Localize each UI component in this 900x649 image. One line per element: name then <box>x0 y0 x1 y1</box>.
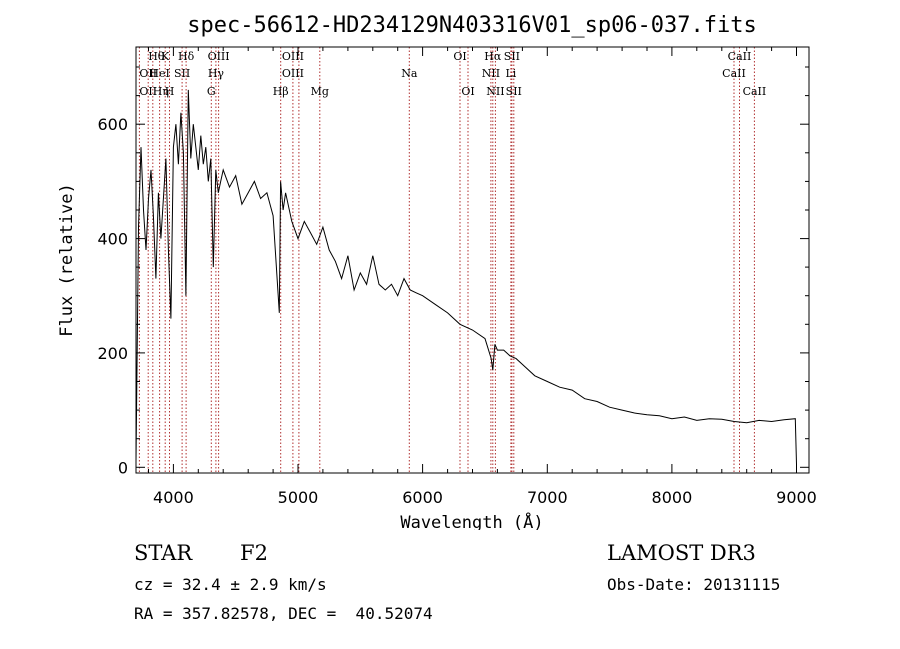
observation-date: Obs-Date: 20131115 <box>607 575 781 594</box>
x-tick-label: 5000 <box>278 488 319 507</box>
y-tick-label: 400 <box>97 230 128 249</box>
y-tick-label: 200 <box>97 344 128 363</box>
line-marker-label: Hδ <box>178 50 195 63</box>
x-axis-ticks: 4000 5000 6000 7000 8000 9000 <box>148 47 817 507</box>
sky-coordinates: RA = 357.82578, DEC = 40.52074 <box>134 604 433 623</box>
y-axis-ticks: 0 200 400 600 <box>97 66 809 477</box>
x-tick-label: 8000 <box>652 488 693 507</box>
spectrum-chart: spec-56612-HD234129N403316V01_sp06-037.f… <box>57 13 817 530</box>
line-marker-label: OI <box>453 50 466 63</box>
line-marker-label: Mg <box>311 85 329 98</box>
line-marker-label: G <box>207 85 216 98</box>
line-marker-label: CaII <box>728 50 752 63</box>
y-tick-label: 600 <box>97 115 128 134</box>
line-marker-label: CaII <box>722 67 746 80</box>
survey-name: LAMOST DR3 <box>607 541 756 565</box>
line-marker-label: Li <box>505 67 516 80</box>
object-class: STAR <box>134 541 193 565</box>
emission-line-markers <box>138 47 755 473</box>
spectrum-line <box>135 89 797 465</box>
line-marker-label: SII <box>504 50 520 63</box>
line-marker-label: NII <box>482 67 500 80</box>
x-axis-label: Wavelength (Å) <box>400 511 543 530</box>
line-marker-label: OII <box>139 67 157 80</box>
line-marker-label: Hβ <box>273 85 289 98</box>
line-marker-label: SII <box>506 85 522 98</box>
spectral-subclass: F2 <box>240 541 268 565</box>
line-marker-label: OIII <box>282 67 304 80</box>
line-marker-label: HeI <box>149 67 169 80</box>
line-marker-label: Hθ <box>148 50 165 63</box>
line-marker-label: NII <box>486 85 504 98</box>
line-marker-label: OI <box>461 85 474 98</box>
plot-frame <box>135 46 810 474</box>
line-marker-label: Na <box>401 67 418 80</box>
line-marker-label: H <box>165 85 175 98</box>
y-axis-label: Flux (relative) <box>57 183 77 337</box>
line-marker-label: Hγ <box>208 67 225 80</box>
chart-title: spec-56612-HD234129N403316V01_sp06-037.f… <box>187 13 757 38</box>
line-marker-label: OII <box>139 85 157 98</box>
line-marker-label: OIII <box>282 50 304 63</box>
line-marker-label: Hη <box>153 85 169 98</box>
line-marker-label: K <box>161 50 170 63</box>
line-marker-label: OIII <box>208 50 230 63</box>
line-marker-label: CaII <box>743 85 767 98</box>
x-tick-label: 4000 <box>153 488 194 507</box>
line-marker-label: Hα <box>484 50 502 63</box>
x-tick-label: 9000 <box>776 488 817 507</box>
x-tick-label: 6000 <box>402 488 443 507</box>
line-marker-label: SII <box>174 67 190 80</box>
x-tick-label: 7000 <box>527 488 568 507</box>
y-tick-label: 0 <box>118 458 128 477</box>
redshift-velocity: cz = 32.4 ± 2.9 km/s <box>134 575 327 594</box>
